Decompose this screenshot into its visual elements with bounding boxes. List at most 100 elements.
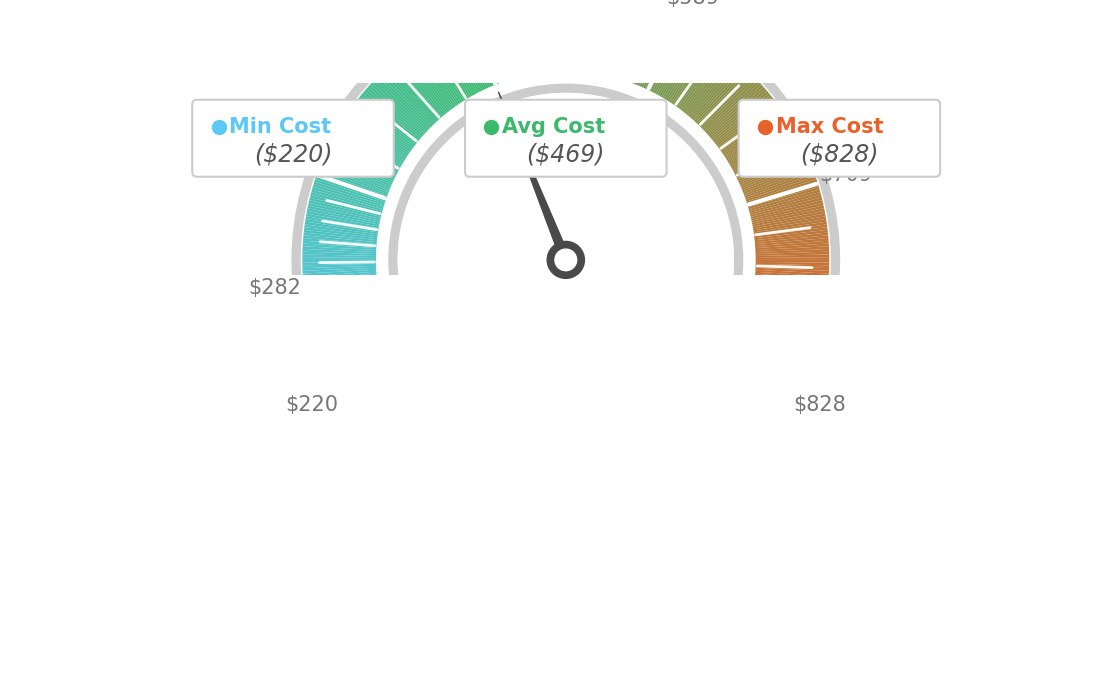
Wedge shape bbox=[567, 0, 571, 71]
Wedge shape bbox=[755, 274, 829, 282]
Wedge shape bbox=[657, 30, 696, 95]
Wedge shape bbox=[415, 43, 459, 105]
Wedge shape bbox=[744, 324, 814, 351]
Wedge shape bbox=[308, 203, 381, 221]
Wedge shape bbox=[755, 272, 829, 279]
Wedge shape bbox=[317, 171, 388, 198]
Wedge shape bbox=[740, 153, 808, 185]
Wedge shape bbox=[302, 241, 376, 248]
Wedge shape bbox=[744, 322, 815, 348]
Wedge shape bbox=[753, 213, 826, 228]
Wedge shape bbox=[572, 0, 576, 72]
Text: $589: $589 bbox=[666, 0, 719, 8]
Wedge shape bbox=[755, 235, 828, 244]
Wedge shape bbox=[699, 73, 752, 126]
Wedge shape bbox=[306, 291, 379, 306]
Wedge shape bbox=[558, 0, 562, 71]
Wedge shape bbox=[740, 333, 809, 364]
Wedge shape bbox=[705, 83, 762, 134]
Wedge shape bbox=[485, 10, 509, 81]
Wedge shape bbox=[755, 252, 829, 256]
Wedge shape bbox=[754, 230, 828, 240]
Wedge shape bbox=[689, 60, 737, 117]
Wedge shape bbox=[753, 216, 826, 230]
FancyBboxPatch shape bbox=[192, 100, 394, 177]
Wedge shape bbox=[302, 274, 376, 282]
Wedge shape bbox=[650, 26, 686, 92]
Wedge shape bbox=[742, 164, 811, 193]
Wedge shape bbox=[325, 151, 393, 183]
Wedge shape bbox=[609, 5, 628, 77]
Wedge shape bbox=[495, 7, 517, 78]
Wedge shape bbox=[539, 0, 548, 72]
Wedge shape bbox=[363, 91, 421, 139]
Text: ($469): ($469) bbox=[527, 143, 605, 166]
Wedge shape bbox=[390, 63, 440, 119]
Wedge shape bbox=[348, 110, 410, 154]
Wedge shape bbox=[375, 77, 431, 129]
Wedge shape bbox=[659, 32, 698, 97]
Wedge shape bbox=[709, 87, 765, 137]
Wedge shape bbox=[305, 284, 378, 295]
Wedge shape bbox=[570, 0, 574, 71]
Wedge shape bbox=[310, 195, 382, 215]
Wedge shape bbox=[320, 328, 390, 356]
Wedge shape bbox=[331, 139, 397, 175]
Wedge shape bbox=[513, 3, 530, 75]
Wedge shape bbox=[347, 112, 408, 155]
Wedge shape bbox=[302, 264, 376, 268]
Wedge shape bbox=[309, 301, 381, 319]
Wedge shape bbox=[434, 32, 473, 97]
Wedge shape bbox=[322, 159, 391, 188]
Wedge shape bbox=[745, 320, 816, 346]
Wedge shape bbox=[740, 156, 809, 187]
Wedge shape bbox=[751, 301, 822, 319]
Wedge shape bbox=[320, 164, 390, 193]
Wedge shape bbox=[745, 174, 816, 199]
Wedge shape bbox=[314, 315, 384, 338]
Wedge shape bbox=[524, 1, 538, 74]
Wedge shape bbox=[603, 3, 620, 75]
Wedge shape bbox=[743, 326, 813, 354]
Wedge shape bbox=[719, 104, 779, 149]
Wedge shape bbox=[755, 264, 829, 268]
Text: $344: $344 bbox=[263, 155, 316, 175]
Wedge shape bbox=[317, 322, 388, 348]
Wedge shape bbox=[647, 23, 680, 90]
Wedge shape bbox=[636, 17, 666, 86]
Wedge shape bbox=[736, 144, 803, 178]
Wedge shape bbox=[747, 315, 818, 338]
Wedge shape bbox=[590, 0, 602, 73]
Wedge shape bbox=[321, 329, 390, 359]
Wedge shape bbox=[597, 2, 613, 75]
Wedge shape bbox=[675, 45, 719, 106]
Wedge shape bbox=[318, 168, 388, 196]
Wedge shape bbox=[304, 235, 376, 244]
Wedge shape bbox=[712, 93, 771, 141]
Wedge shape bbox=[338, 127, 402, 166]
Wedge shape bbox=[404, 51, 452, 111]
Wedge shape bbox=[354, 101, 415, 148]
Wedge shape bbox=[423, 39, 464, 101]
Wedge shape bbox=[723, 112, 785, 155]
Wedge shape bbox=[623, 10, 647, 81]
Wedge shape bbox=[617, 8, 639, 79]
Wedge shape bbox=[607, 4, 626, 76]
Wedge shape bbox=[302, 244, 376, 250]
Wedge shape bbox=[306, 213, 379, 228]
Wedge shape bbox=[671, 42, 714, 104]
Wedge shape bbox=[605, 4, 624, 76]
Wedge shape bbox=[720, 106, 781, 150]
Wedge shape bbox=[318, 324, 388, 351]
Wedge shape bbox=[359, 95, 418, 143]
Text: Avg Cost: Avg Cost bbox=[502, 117, 605, 137]
Wedge shape bbox=[750, 307, 821, 328]
Wedge shape bbox=[383, 69, 436, 124]
Wedge shape bbox=[729, 124, 793, 164]
Wedge shape bbox=[602, 3, 618, 75]
Wedge shape bbox=[755, 255, 829, 258]
Wedge shape bbox=[316, 174, 386, 199]
Wedge shape bbox=[703, 79, 757, 131]
Wedge shape bbox=[464, 17, 495, 86]
Wedge shape bbox=[755, 266, 829, 271]
